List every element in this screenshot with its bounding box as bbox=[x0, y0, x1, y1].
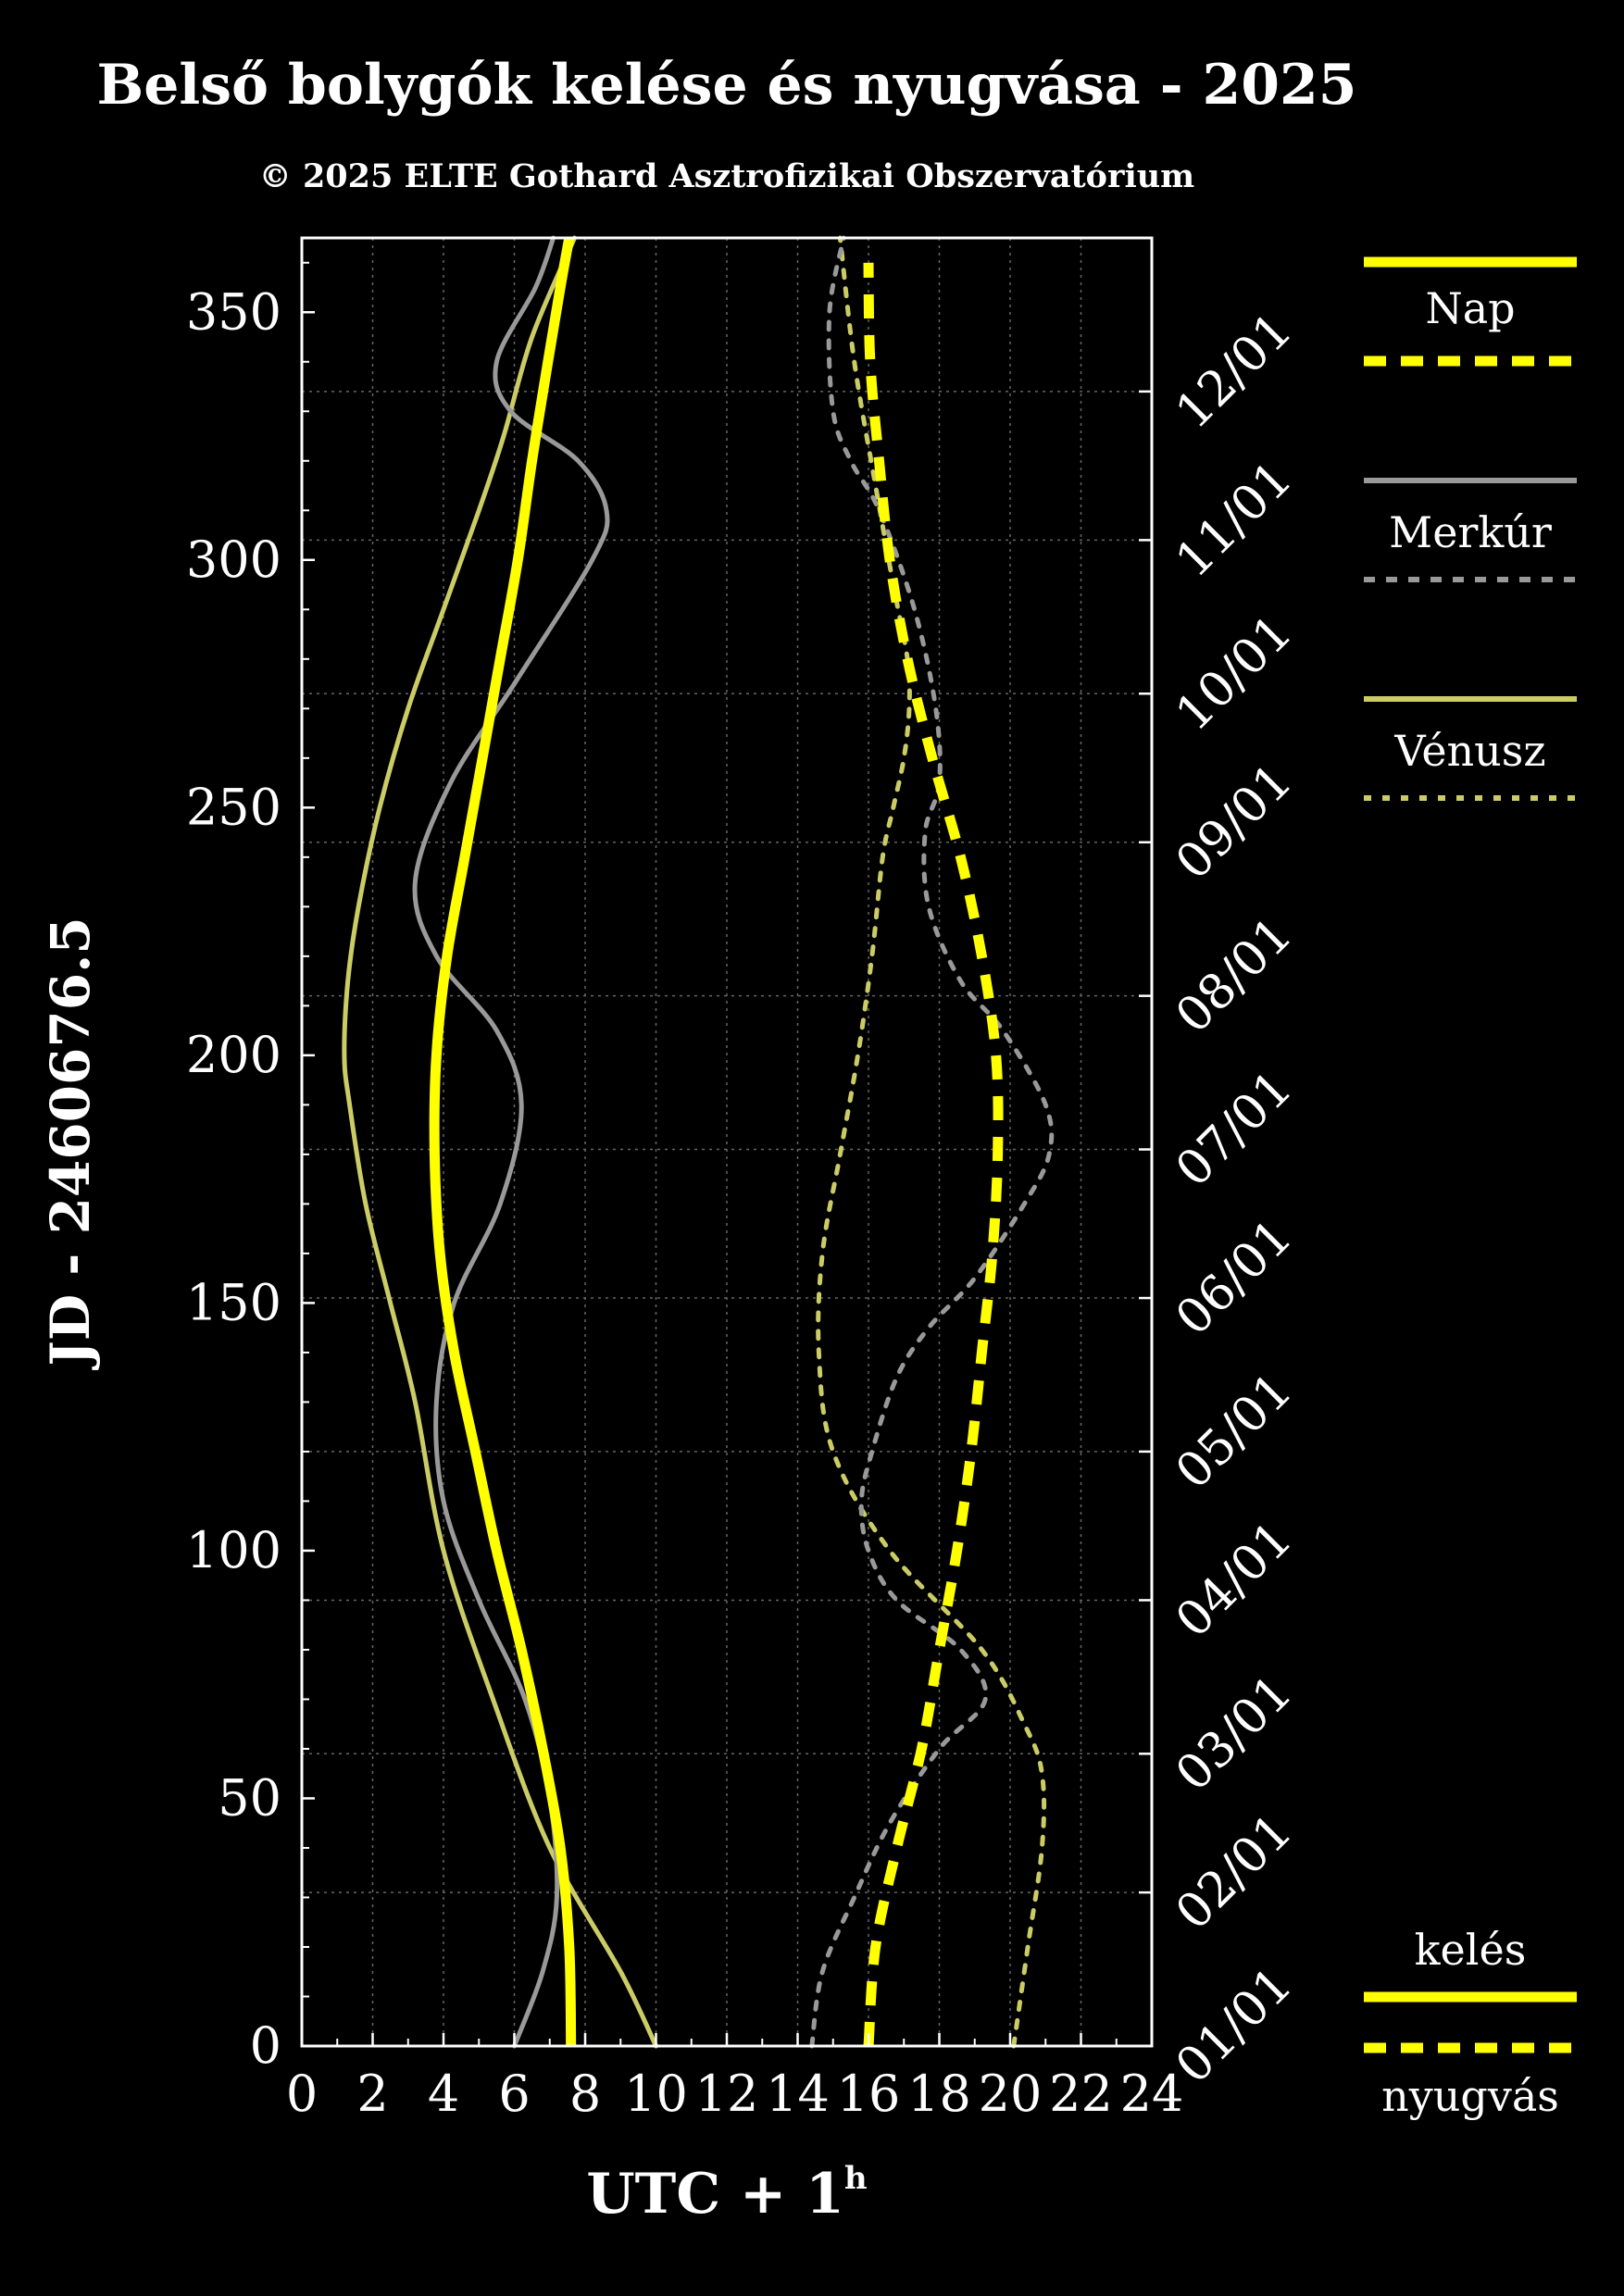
month-label-11/01: 11/01 bbox=[1166, 451, 1303, 588]
legend: Nap Merkúr Vénusz kelés nyugvás bbox=[1364, 256, 1577, 2121]
x-tick-label-16: 16 bbox=[837, 2065, 901, 2123]
month-label-09/01: 09/01 bbox=[1166, 754, 1303, 891]
month-label-04/01: 04/01 bbox=[1166, 1511, 1303, 1648]
month-label-03/01: 03/01 bbox=[1166, 1665, 1303, 1802]
legend-label-nap: Nap bbox=[1425, 283, 1515, 333]
series-nap-nyugvas-line bbox=[863, 262, 1004, 2047]
y-tick-label-50: 50 bbox=[218, 1768, 281, 1827]
month-label-07/01: 07/01 bbox=[1166, 1060, 1303, 1197]
y-axis-label: JD - 2460676.5 bbox=[39, 917, 102, 1370]
legend-label-nyugvas: nyugvás bbox=[1381, 2071, 1559, 2121]
x-tick-label-14: 14 bbox=[766, 2065, 830, 2123]
legend-label-keles: kelés bbox=[1415, 1925, 1527, 1975]
month-label-05/01: 05/01 bbox=[1166, 1363, 1303, 1500]
x-tick-label-10: 10 bbox=[624, 2065, 688, 2123]
month-label-02/01: 02/01 bbox=[1166, 1803, 1303, 1940]
x-tick-label-12: 12 bbox=[695, 2065, 759, 2123]
month-label-06/01: 06/01 bbox=[1166, 1209, 1303, 1346]
x-tick-label-18: 18 bbox=[907, 2065, 971, 2123]
y-tick-label-150: 150 bbox=[186, 1273, 281, 1331]
x-tick-label-4: 4 bbox=[428, 2065, 459, 2123]
legend-label-merkur: Merkúr bbox=[1389, 507, 1552, 557]
x-tick-label-20: 20 bbox=[979, 2065, 1043, 2123]
x-tick-label-2: 2 bbox=[356, 2065, 388, 2123]
x-tick-label-8: 8 bbox=[569, 2065, 601, 2123]
chart-subtitle: © 2025 ELTE Gothard Asztrofizikai Obszer… bbox=[259, 157, 1194, 195]
month-label-12/01: 12/01 bbox=[1166, 303, 1303, 440]
legend-label-venusz: Vénusz bbox=[1393, 726, 1545, 776]
y-tick-label-0: 0 bbox=[250, 2016, 281, 2075]
series-venusz-keles-line bbox=[342, 235, 658, 2049]
tick-layer: 0 2 4 6 8 10 12 14 16 18 20 22 240501001502002503003… bbox=[186, 261, 1184, 2123]
y-tick-label-250: 250 bbox=[186, 778, 281, 836]
x-tick-label-6: 6 bbox=[498, 2065, 530, 2123]
series-nap-keles-line bbox=[429, 237, 577, 2047]
y-tick-label-300: 300 bbox=[186, 530, 281, 589]
y-tick-label-100: 100 bbox=[186, 1521, 281, 1579]
x-axis-label-sup: h bbox=[844, 2160, 868, 2197]
x-tick-label-22: 22 bbox=[1049, 2065, 1113, 2123]
month-label-10/01: 10/01 bbox=[1166, 605, 1303, 742]
y-tick-label-350: 350 bbox=[186, 282, 281, 341]
x-tick-label-24: 24 bbox=[1120, 2065, 1184, 2123]
chart-title: Belső bolygók kelése és nyugvása - 2025 bbox=[97, 53, 1357, 118]
series-layer bbox=[342, 235, 1055, 2049]
x-axis-label-main: UTC + 1 bbox=[586, 2162, 844, 2227]
grid-layer bbox=[302, 238, 1152, 2046]
x-axis-label: UTC + 1h bbox=[586, 2160, 867, 2227]
x-tick-label-0: 0 bbox=[286, 2065, 318, 2123]
month-label-01/01: 01/01 bbox=[1166, 1957, 1303, 2094]
y-tick-label-200: 200 bbox=[186, 1026, 281, 1084]
series-merkur-nyugvas-line bbox=[809, 235, 1055, 2049]
month-label-08/01: 08/01 bbox=[1166, 906, 1303, 1043]
